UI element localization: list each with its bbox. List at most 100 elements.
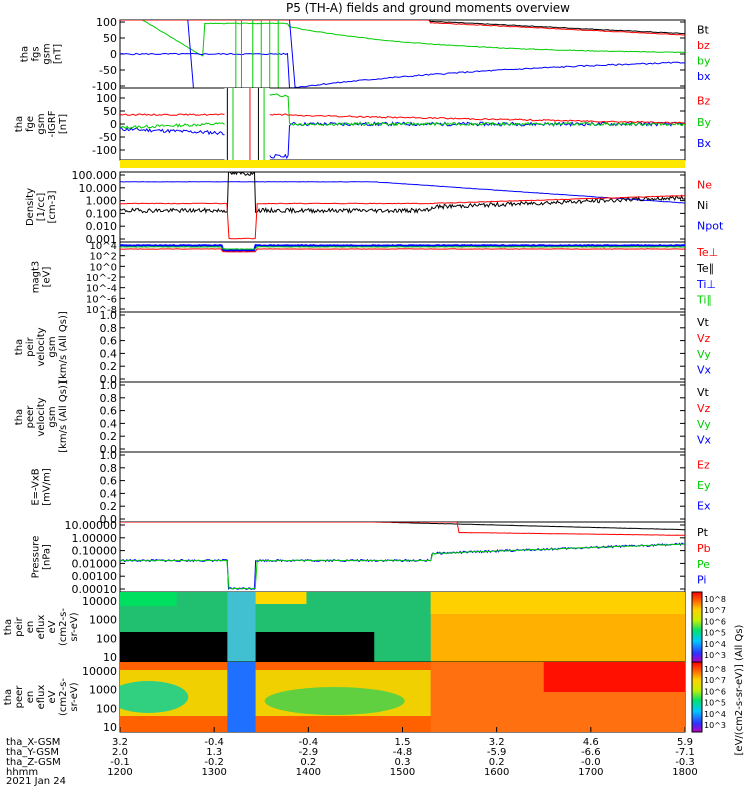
fgs-ylabel-line: fgs [31,46,42,61]
peir_spec-colorbar-label: 10^4 [704,640,726,649]
fge-series-by [120,92,685,130]
peir_spec-ytick: 1000 [89,614,117,627]
temp-content [120,244,685,253]
density-legend-1: Ni [697,199,708,212]
fge-ytick: 50 [103,105,117,118]
temp-legend-2: Ti⊥ [696,278,716,291]
peer_spec-colorbar-label: 10^6 [704,687,726,696]
pressure-ytick: 0.00010 [72,583,118,596]
peir_vel-ylabel-line: tha [14,339,25,355]
ephemeris-row-name: tha_Y-GSM [6,747,59,758]
ephemeris-value: 3.2 [112,737,128,748]
peir_vel-legend-3: Vx [697,364,712,377]
density-ylabel-line: [cm-3] [47,190,58,223]
peer_spec-ylabel-line: eV [47,690,58,703]
fge-legend-0: Bz [697,95,711,108]
ephemeris-value: 1700 [578,767,603,778]
fge-series-bz [120,113,685,124]
fgs-ytick: -100 [92,80,117,93]
fge-legend-2: Bx [697,137,712,150]
density-legend-2: Npot [697,219,724,232]
peir_vel-ylabel-line: [km/s (All Qs)] [58,311,69,383]
fgs-ylabel-line: [nT] [53,44,64,64]
peir_vel-ytick: 0.8 [100,322,118,335]
fge-ylabel: tha fge gsm -IGRF [nT] [14,110,69,137]
fge-ytick: -50 [99,131,117,144]
pressure-legend-1: Pb [697,542,711,555]
density-series-ni [120,172,685,215]
panel-density: 100.00010.0001.0000.1000.0100.001 Density… [25,169,724,246]
peir_spec-colorbar [691,591,703,663]
peir-yellow [255,592,307,604]
pressure-series-pi [120,542,685,591]
fge-ylabel-line: -IGRF [47,110,58,137]
temp-ytick: 10^-6 [86,294,117,305]
peer_vel-legend-0: Vt [697,386,710,399]
fgs-ylabel-line: gsm [42,43,53,64]
peer_vel-legend-3: Vx [697,434,712,447]
ephemeris-value: 1500 [390,767,415,778]
temp-legend-0: Te⊥ [696,246,718,259]
ephemeris-value: 5.9 [677,737,693,748]
peer_vel-ylabel: tha peer velocity gsm [km/s (All Qs)] [14,381,69,453]
peer_spec-ytick: 1000 [89,684,117,697]
fgs-series-by [120,20,685,57]
pressure-legend-2: Pe [697,558,710,571]
peer-blob-2 [264,687,405,715]
ephemeris-row-name: tha_X-GSM [6,737,60,748]
panel-peer_vel: 1.00.80.60.40.20.0 tha peer velocity gsm [km/… [14,379,712,456]
density-ytick: 10.000 [79,182,118,195]
peer-hot [543,662,685,692]
efield-ytick: 0.8 [100,462,118,475]
temp-series-tiperp [120,244,685,252]
peer-blob-1 [120,681,189,713]
ephemeris-value: -7.1 [675,747,695,758]
fgs-ytick: -50 [99,64,117,77]
efield-ytick: 1.0 [100,449,118,462]
peir-gap [227,592,256,662]
fgs-ytick: 0 [110,48,117,61]
ephemeris-value: 0.2 [489,757,505,768]
temp-series-tipar [120,246,685,250]
pressure-series-pt [120,522,685,531]
fgs-ylabel: tha fgs gsm [nT] [20,43,64,64]
peir_spec-ytick: 10 [103,651,117,664]
pressure-legend-0: Pt [697,526,709,539]
panel-peir_spec: 10000 1000 100 10 tha peir en eflux eV (cm2-s-sr-… [3,591,726,664]
ephemeris-value: 1400 [296,767,321,778]
peir_vel-legend-0: Vt [697,316,710,329]
efield-ylabel: E=-VxB [mV/m] [31,468,53,506]
peer_spec-ylabel-line: en [25,691,36,704]
peir_vel-ylabel-line: peir [25,336,36,356]
pressure-series-pb [120,522,685,536]
peir_vel-frame [119,311,686,383]
peer_vel-ytick: 0.6 [100,405,118,418]
ephemeris-value: -4.8 [393,747,413,758]
peir_spec-ylabel-line: peir [14,616,25,636]
panel-pressure: 10.000001.000000.100000.010000.001000.00… [31,519,711,596]
temp-ylabel-line: magt3 [31,261,42,294]
efield-ytick: 0.4 [100,487,118,500]
ephemeris-value: 0.2 [300,757,316,768]
peir_vel-ytick: 0.6 [100,335,118,348]
colorbar-unit-label: [eV/(cm2-s-sr-eV)] (All Qs) [734,624,745,755]
panel-temp: 10^410^210^010^-210^-410^-610^-8 magt3 [eV… [31,241,719,316]
fge-ytick: -100 [92,144,117,157]
efield-ylabel-line: [mV/m] [42,468,53,506]
peer_vel-ylabel-line: [km/s (All Qs)] [58,381,69,453]
peer_spec-colorbar-label: 10^7 [704,676,726,685]
peer_vel-legend-1: Vz [697,402,711,415]
peir_vel-ytick: 0.4 [100,347,118,360]
fge-content [120,88,685,160]
peer_spec-colorbar [691,661,703,733]
peir_spec-ytick: 10000 [82,595,117,608]
ephemeris-value: -0.1 [110,757,130,768]
peer_vel-ytick: 1.0 [100,379,118,392]
ephemeris-value: 1300 [201,767,226,778]
peer_vel-ytick: 0.0 [100,443,118,456]
temp-frame [119,241,686,313]
pressure-ytick: 0.00100 [72,570,118,583]
peir_vel-ylabel-line: gsm [47,336,58,357]
temp-ytick: 10^0 [90,262,117,273]
peer_spec-content [120,662,685,732]
